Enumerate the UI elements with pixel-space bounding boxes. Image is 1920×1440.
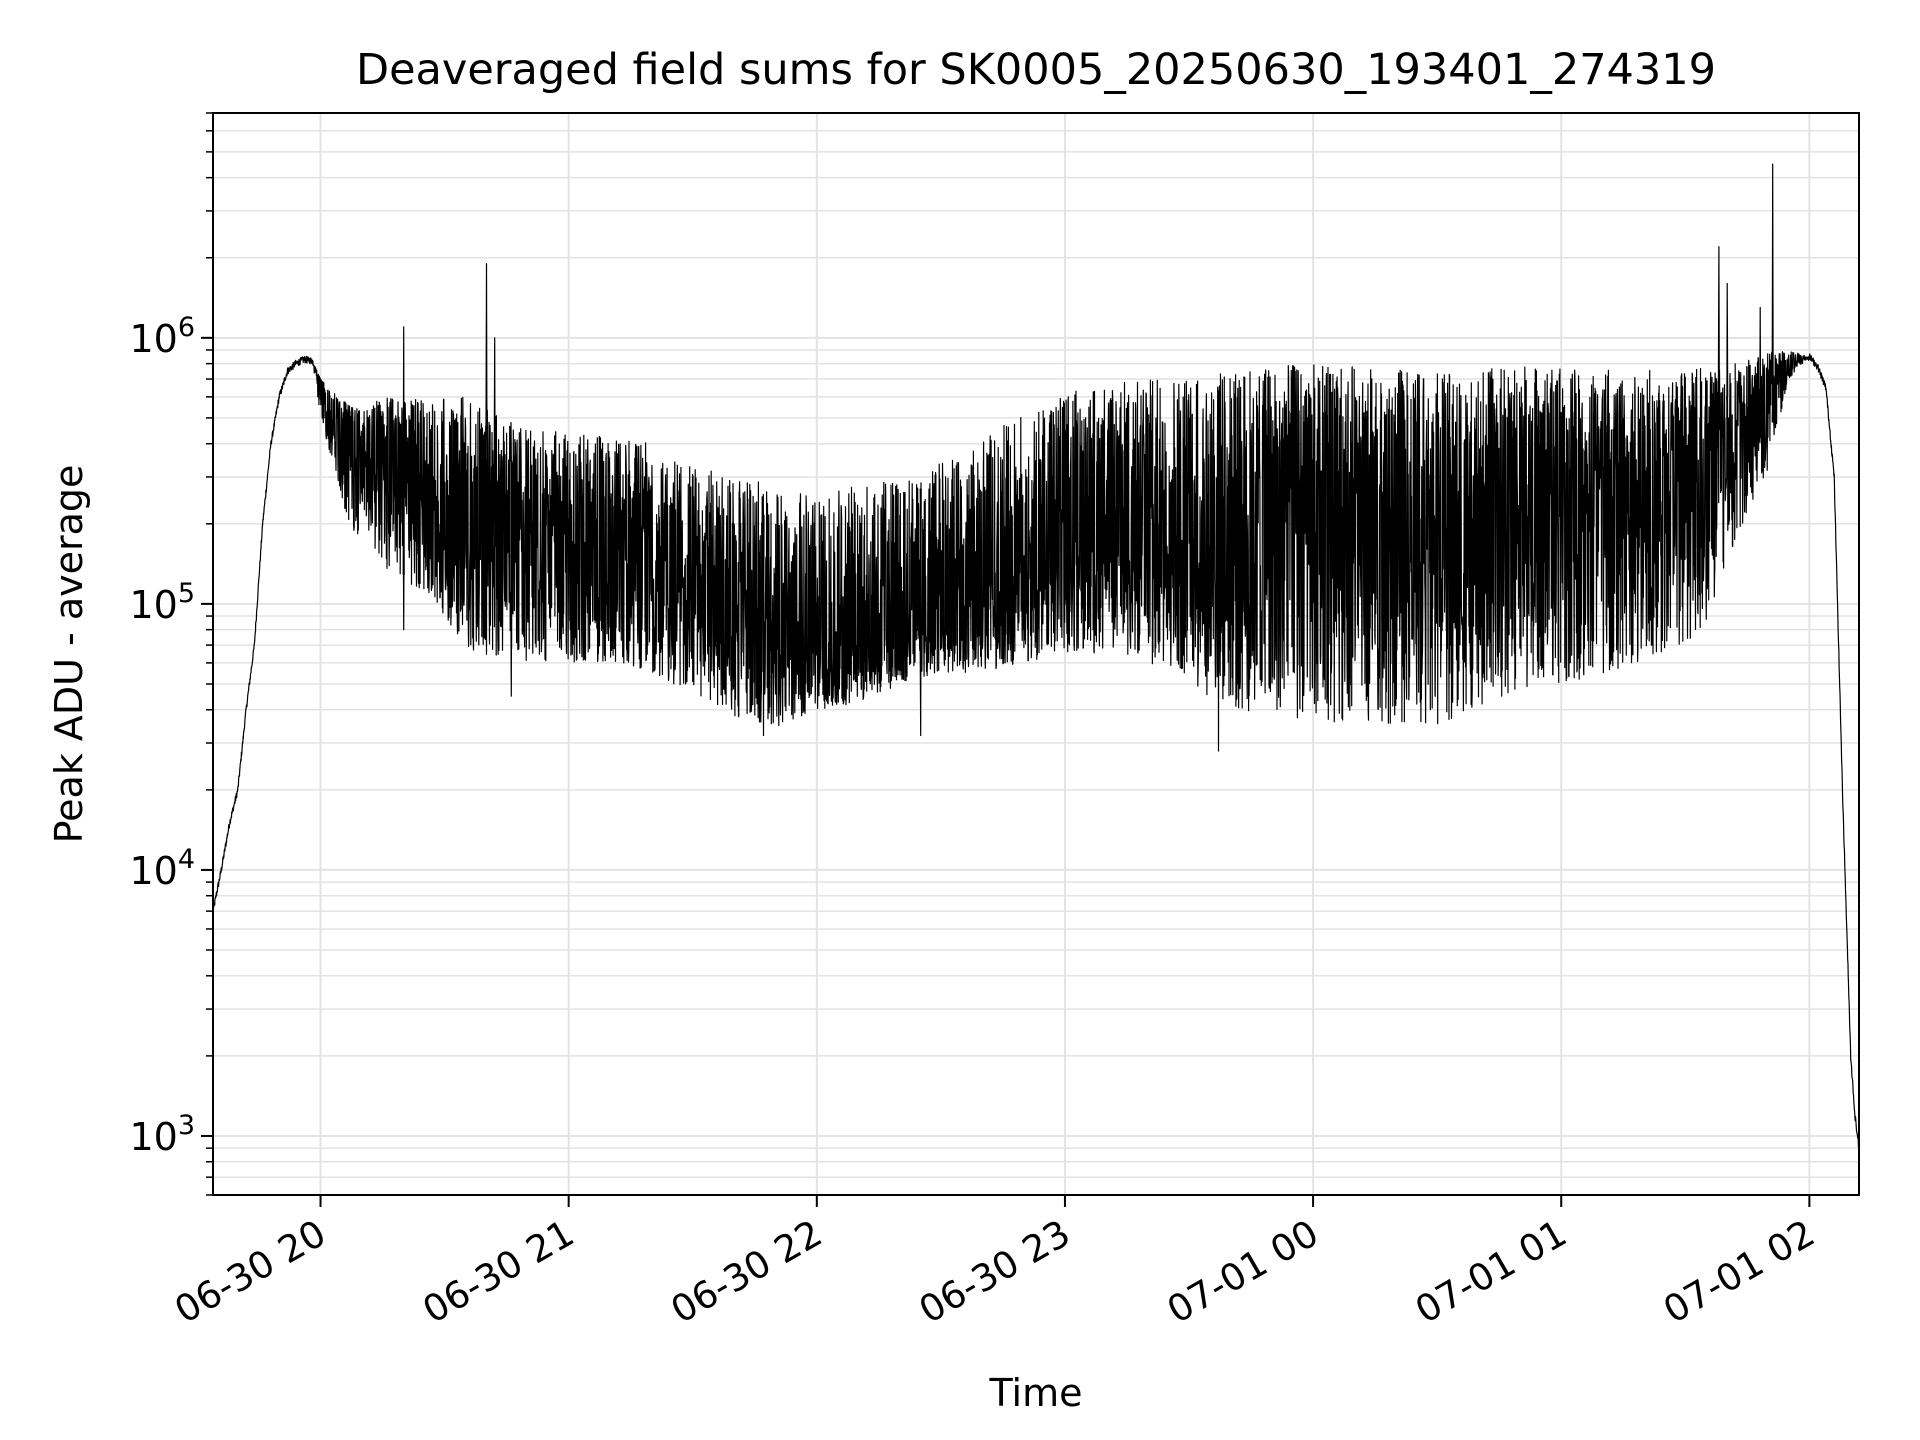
y-tick-label: 103 <box>129 1110 195 1159</box>
x-tick-label: 07-01 00 <box>1160 1212 1326 1332</box>
y-axis: 103 104 105 106 <box>129 112 213 1196</box>
x-axis-label: Time <box>989 1371 1083 1415</box>
x-tick-label: 06-30 22 <box>664 1212 830 1332</box>
plot-area <box>212 163 1860 1149</box>
y-tick-label: 105 <box>129 578 195 627</box>
x-tick-label: 07-01 01 <box>1408 1212 1574 1332</box>
grid <box>213 112 1859 1196</box>
y-tick-label: 106 <box>129 312 195 361</box>
x-tick-label: 07-01 02 <box>1656 1212 1822 1332</box>
x-tick-label: 06-30 21 <box>416 1212 582 1332</box>
series-line <box>212 163 1860 1149</box>
y-axis-label: Peak ADU - average <box>47 465 91 844</box>
x-tick-label: 06-30 23 <box>912 1212 1078 1332</box>
x-tick-label: 06-30 20 <box>167 1212 333 1332</box>
axes-frame <box>212 112 1860 1196</box>
chart-title: Deaveraged field sums for SK0005_2025063… <box>356 45 1716 95</box>
y-tick-label: 104 <box>129 844 195 893</box>
x-axis: 06-30 20 06-30 21 06-30 22 06-30 23 07-01 00… <box>167 1195 1822 1332</box>
